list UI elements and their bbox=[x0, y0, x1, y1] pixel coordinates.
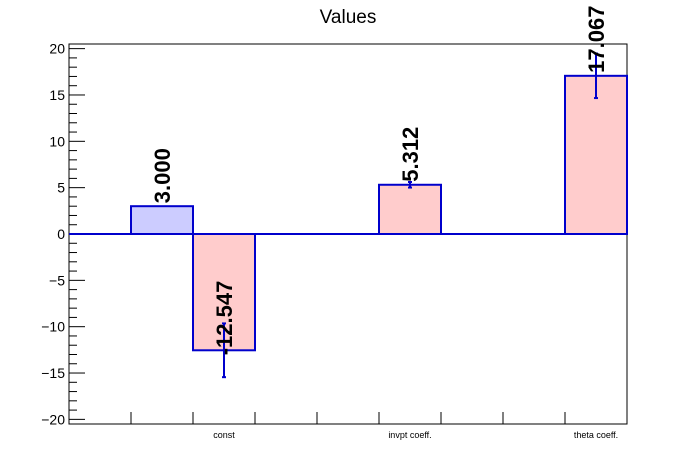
y-tick-label: 20 bbox=[49, 41, 65, 57]
bar bbox=[378, 183, 442, 235]
y-tick-label: −20 bbox=[41, 411, 65, 427]
bar bbox=[130, 205, 194, 236]
bar-value-label: 17.067 bbox=[584, 6, 609, 73]
x-category-label: theta coeff. bbox=[574, 430, 618, 440]
chart-title: Values bbox=[320, 7, 377, 28]
y-tick-label: 5 bbox=[57, 180, 65, 196]
y-tick-label: −5 bbox=[49, 272, 65, 288]
bar-value-label: 3.000 bbox=[150, 148, 175, 203]
x-category-label: invpt coeff. bbox=[388, 430, 431, 440]
bar bbox=[564, 74, 628, 235]
y-tick-label: 10 bbox=[49, 133, 65, 149]
bar-value-label: 5.312 bbox=[398, 127, 423, 182]
x-category-label: const bbox=[213, 430, 235, 440]
plot-area: −20 −15 −10 −5 0 5 10 15 20 const invpt coeff. thet… bbox=[41, 6, 628, 440]
y-tick-label: −10 bbox=[41, 319, 65, 335]
bar-value-label: -12.547 bbox=[212, 281, 237, 356]
y-tick-label: 15 bbox=[49, 87, 65, 103]
y-tick-label: 0 bbox=[57, 226, 65, 242]
y-tick-label: −15 bbox=[41, 365, 65, 381]
